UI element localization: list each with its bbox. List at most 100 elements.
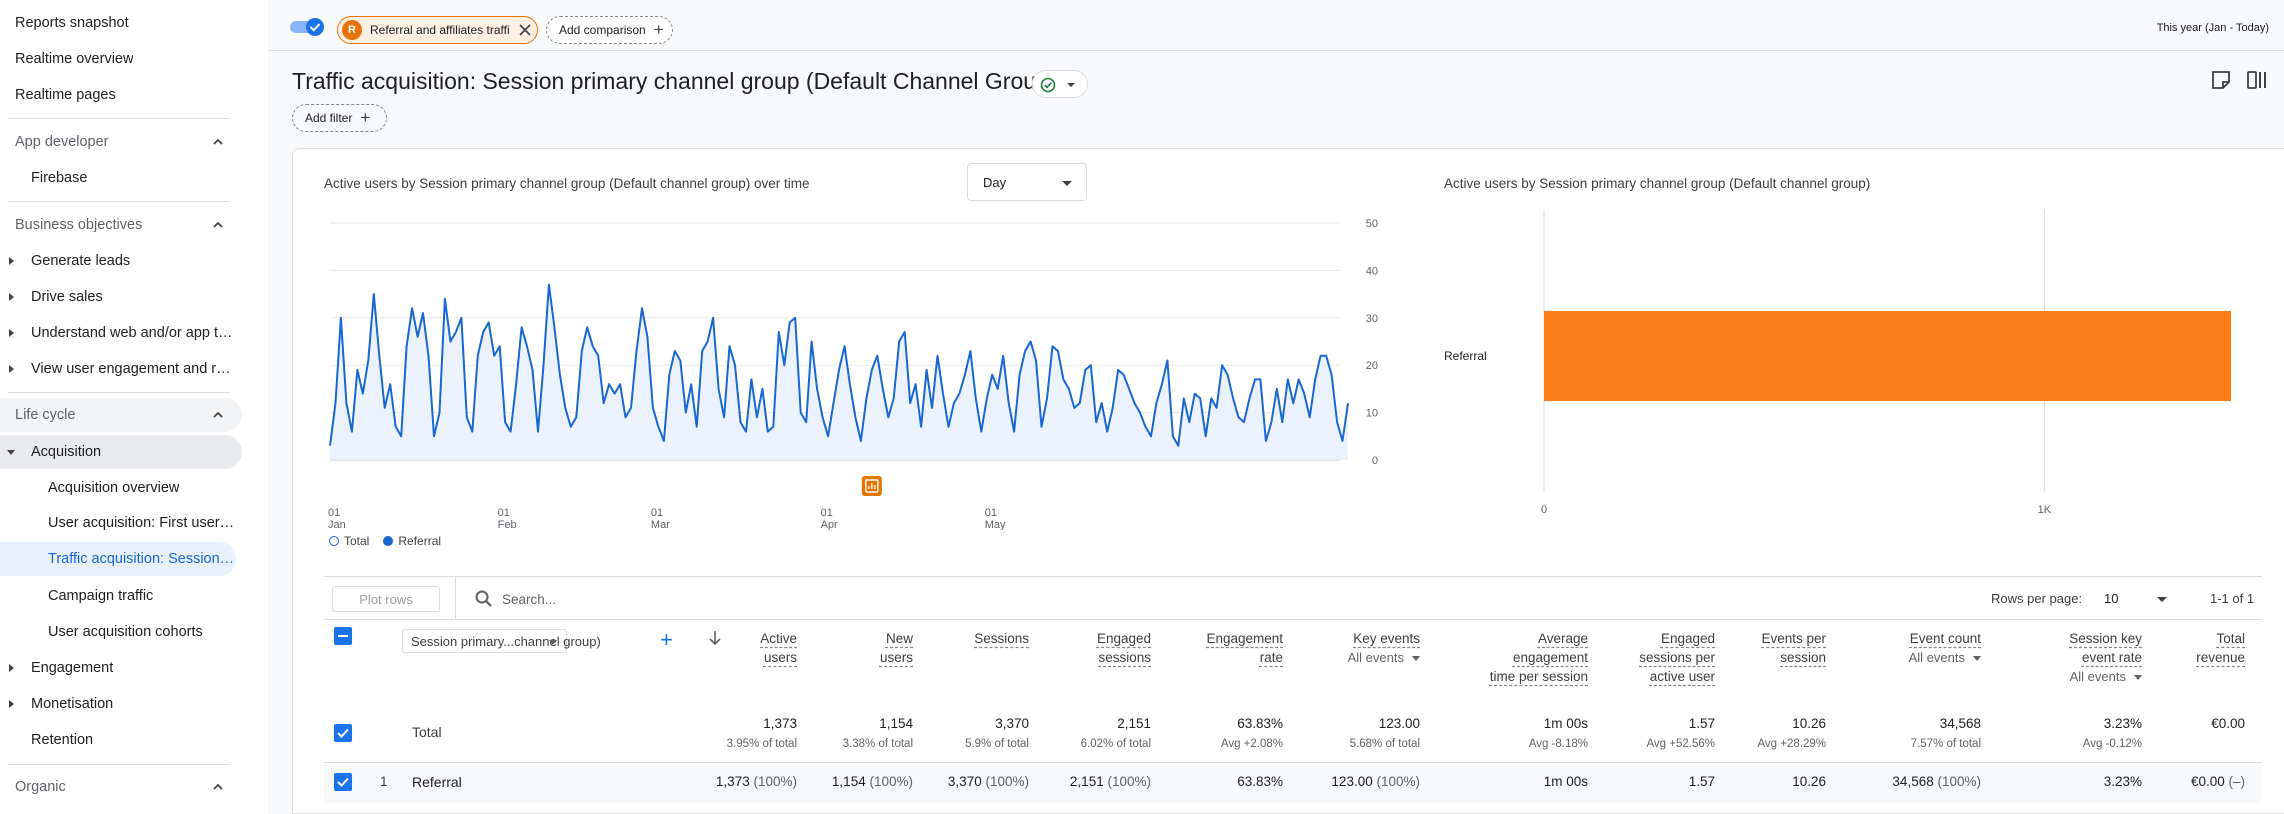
sidebar-divider: [8, 764, 230, 765]
column-header[interactable]: Sessions: [974, 629, 1029, 648]
sidebar-item-acquisition-overview[interactable]: Acquisition overview: [0, 471, 242, 505]
sidebar-item-realtime-overview[interactable]: Realtime overview: [0, 42, 242, 76]
sidebar-item-label: Realtime overview: [15, 51, 134, 67]
sidebar-item-user-acquisition-cohorts[interactable]: User acquisition cohorts: [0, 615, 242, 649]
cell-value: 123.00 (100%): [1331, 774, 1420, 789]
total-subvalue: Avg +28.29%: [1757, 738, 1826, 750]
column-header[interactable]: Events per session: [1761, 629, 1826, 667]
granularity-select[interactable]: Day: [967, 163, 1087, 201]
series-line-referral[interactable]: [329, 283, 1349, 447]
sidebar-item-drive-sales[interactable]: Drive sales: [0, 280, 242, 314]
caret-right-icon: [9, 257, 14, 265]
search-icon: [475, 590, 492, 607]
plot-rows-button[interactable]: Plot rows: [332, 586, 440, 612]
sidebar-item-engagement[interactable]: Engagement: [0, 651, 242, 685]
column-header[interactable]: Engaged sessions: [1097, 629, 1151, 667]
sidebar-item-retention[interactable]: Retention: [0, 723, 242, 757]
sidebar-item-user-engagement[interactable]: View user engagement and retention: [0, 352, 242, 386]
comparison-chip-label: Referral and affiliates traffic: [370, 23, 510, 37]
column-header-label: Session key: [2069, 631, 2142, 646]
comparison-toggle[interactable]: [290, 18, 326, 36]
comparison-chip-referral[interactable]: R Referral and affiliates traffic: [337, 16, 538, 44]
column-header[interactable]: Session key event rate All events: [2069, 629, 2142, 686]
check-circle-icon: [1040, 77, 1056, 93]
sidebar-divider: [8, 392, 230, 393]
total-subvalue: Avg +52.56%: [1646, 738, 1715, 750]
total-subvalue: 3.38% of total: [842, 738, 913, 750]
sidebar-section-business-objectives[interactable]: Business objectives: [0, 208, 242, 242]
column-header[interactable]: New users: [880, 629, 913, 667]
column-header[interactable]: Key events All events: [1348, 629, 1420, 667]
sidebar-section-life-cycle[interactable]: Life cycle: [0, 398, 242, 432]
insights-icon[interactable]: [2209, 68, 2233, 92]
column-header-label: sessions: [1098, 650, 1151, 665]
dropdown-arrow-icon: [2134, 675, 2142, 681]
caret-right-icon: [9, 700, 14, 708]
row-checkbox[interactable]: [334, 773, 352, 791]
row-channel-name[interactable]: Referral: [412, 774, 462, 790]
metric-filter-label: All events: [1347, 650, 1404, 665]
column-header[interactable]: Event count All events: [1909, 629, 1981, 667]
x-tick-day: 01: [651, 507, 663, 519]
dropdown-arrow-icon[interactable]: [2157, 597, 2167, 602]
column-header-label: Active: [760, 631, 797, 646]
metric-filter-select[interactable]: All events: [2069, 667, 2142, 686]
column-header-label: active user: [1649, 669, 1715, 684]
column-header[interactable]: Active users: [760, 629, 797, 667]
sidebar-item-realtime-pages[interactable]: Realtime pages: [0, 78, 242, 112]
caret-right-icon: [9, 329, 14, 337]
add-filter-button[interactable]: Add filter +: [292, 104, 387, 132]
cell-value: 34,568 (100%): [1892, 774, 1981, 789]
column-header[interactable]: Engaged sessions per active user: [1639, 629, 1715, 686]
dimension-select[interactable]: Session primary...channel group): [402, 629, 601, 653]
metric-filter-select[interactable]: All events: [1348, 648, 1420, 667]
column-header-label: Engagement: [1206, 631, 1283, 646]
column-header[interactable]: Average engagement time per session: [1490, 629, 1588, 686]
close-icon[interactable]: [518, 23, 532, 37]
chevron-up-icon: [213, 138, 223, 145]
rows-per-page-select[interactable]: 10: [2104, 591, 2119, 606]
customize-report-icon[interactable]: [2245, 68, 2269, 92]
total-subvalue: Avg -8.18%: [1528, 738, 1588, 750]
table-toolbar: Plot rows Rows per page: 10 1-1 of 1: [324, 576, 2262, 620]
y-tick-label: 30: [1366, 313, 1378, 325]
total-row-checkbox[interactable]: [334, 724, 352, 742]
total-value: 3,370: [995, 716, 1029, 731]
report-status-button[interactable]: [1032, 70, 1088, 98]
bar-chart[interactable]: 0 1K Referral: [1430, 200, 2260, 520]
sidebar-item-reports-snapshot[interactable]: Reports snapshot: [0, 6, 242, 40]
column-header-label: New: [885, 631, 913, 646]
annotation-marker-icon[interactable]: [861, 476, 882, 496]
sidebar-section-organic[interactable]: Organic: [0, 770, 242, 804]
sidebar-item-campaign-traffic[interactable]: Campaign traffic: [0, 579, 242, 613]
total-value: 10.26: [1792, 716, 1826, 731]
add-comparison-button[interactable]: Add comparison +: [546, 16, 673, 44]
sidebar-item-firebase[interactable]: Firebase: [0, 161, 242, 195]
search-input[interactable]: [502, 588, 902, 610]
sidebar-item-monetisation[interactable]: Monetisation: [0, 687, 242, 721]
table-row[interactable]: [324, 763, 2262, 803]
sidebar-item-label: View user engagement and retention: [31, 361, 235, 377]
sidebar-item-traffic-acquisition[interactable]: Traffic acquisition: Session primary cha…: [0, 542, 236, 576]
comparison-bar: R Referral and affiliates traffic Add co…: [268, 0, 2284, 51]
add-dimension-button[interactable]: +: [660, 627, 673, 652]
x-tick-month: Feb: [498, 519, 517, 530]
column-header[interactable]: Total revenue: [2196, 629, 2245, 667]
metric-filter-select[interactable]: All events: [1909, 648, 1981, 667]
column-header[interactable]: Engagement rate: [1206, 629, 1283, 667]
sidebar-item-understand-traffic[interactable]: Understand web and/or app traffic: [0, 316, 242, 350]
sidebar-item-generate-leads[interactable]: Generate leads: [0, 244, 242, 278]
sidebar-item-user-acquisition[interactable]: User acquisition: First user primary cha…: [0, 506, 242, 540]
select-all-checkbox[interactable]: [334, 627, 352, 645]
bar-referral[interactable]: [1544, 311, 2231, 401]
sidebar-item-label: Acquisition overview: [48, 480, 180, 496]
sidebar-section-app-developer[interactable]: App developer: [0, 125, 242, 159]
sidebar-divider: [8, 118, 230, 119]
sidebar-item-acquisition[interactable]: Acquisition: [0, 435, 242, 469]
section-title: App developer: [15, 134, 109, 150]
sort-descending-icon[interactable]: [708, 630, 722, 646]
date-range-picker[interactable]: This year (Jan - Today): [2156, 22, 2269, 34]
